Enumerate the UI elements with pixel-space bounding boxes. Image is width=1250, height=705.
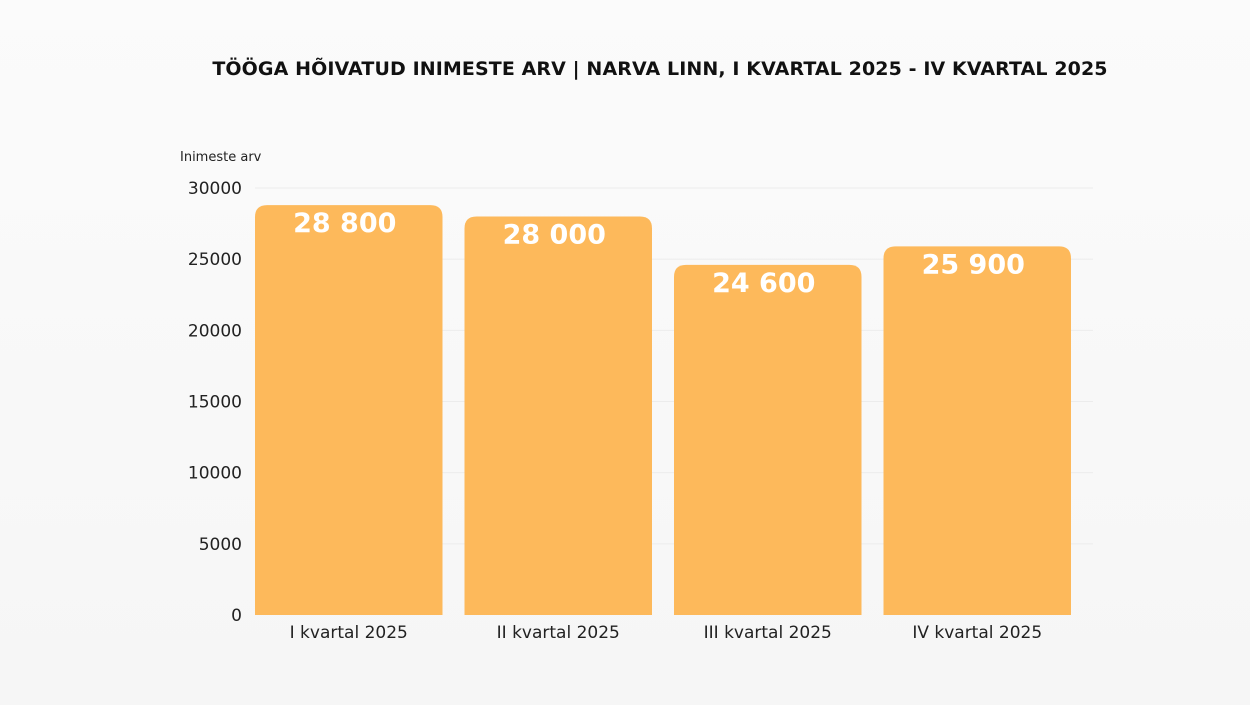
x-tick-label: I kvartal 2025 [290, 623, 408, 643]
y-tick-label: 5000 [199, 535, 242, 555]
y-tick-label: 30000 [188, 179, 242, 199]
chart-title-container: TÖÖGA HÕIVATUD INIMESTE ARV | NARVA LINN… [0, 0, 1250, 100]
data-label: 24 600 [712, 268, 815, 299]
y-tick-label: 0 [231, 606, 242, 626]
y-tick-label: 15000 [188, 393, 242, 413]
x-tick-label: III kvartal 2025 [704, 623, 832, 643]
y-tick-label: 10000 [188, 464, 242, 484]
y-axis-title: Inimeste arv [180, 150, 262, 165]
bar [464, 216, 652, 615]
chart-title: TÖÖGA HÕIVATUD INIMESTE ARV | NARVA LINN… [212, 58, 1108, 80]
x-axis-ticks: I kvartal 2025 II kvartal 2025 III kvartal… [290, 623, 1043, 643]
data-label: 28 000 [503, 219, 606, 250]
data-label: 28 800 [293, 208, 396, 239]
y-tick-label: 20000 [188, 321, 242, 341]
x-tick-label: IV kvartal 2025 [912, 623, 1042, 643]
data-label: 25 900 [922, 249, 1025, 280]
x-tick-label: II kvartal 2025 [497, 623, 620, 643]
bar [883, 246, 1071, 615]
data-labels: 28 800 28 000 24 600 25 900 [293, 208, 1025, 299]
bar [674, 264, 862, 615]
y-axis-ticks: 0 5000 10000 15000 20000 25000 30000 [188, 179, 242, 626]
bar [255, 205, 443, 615]
y-tick-label: 25000 [188, 250, 242, 270]
bars [255, 205, 1071, 615]
